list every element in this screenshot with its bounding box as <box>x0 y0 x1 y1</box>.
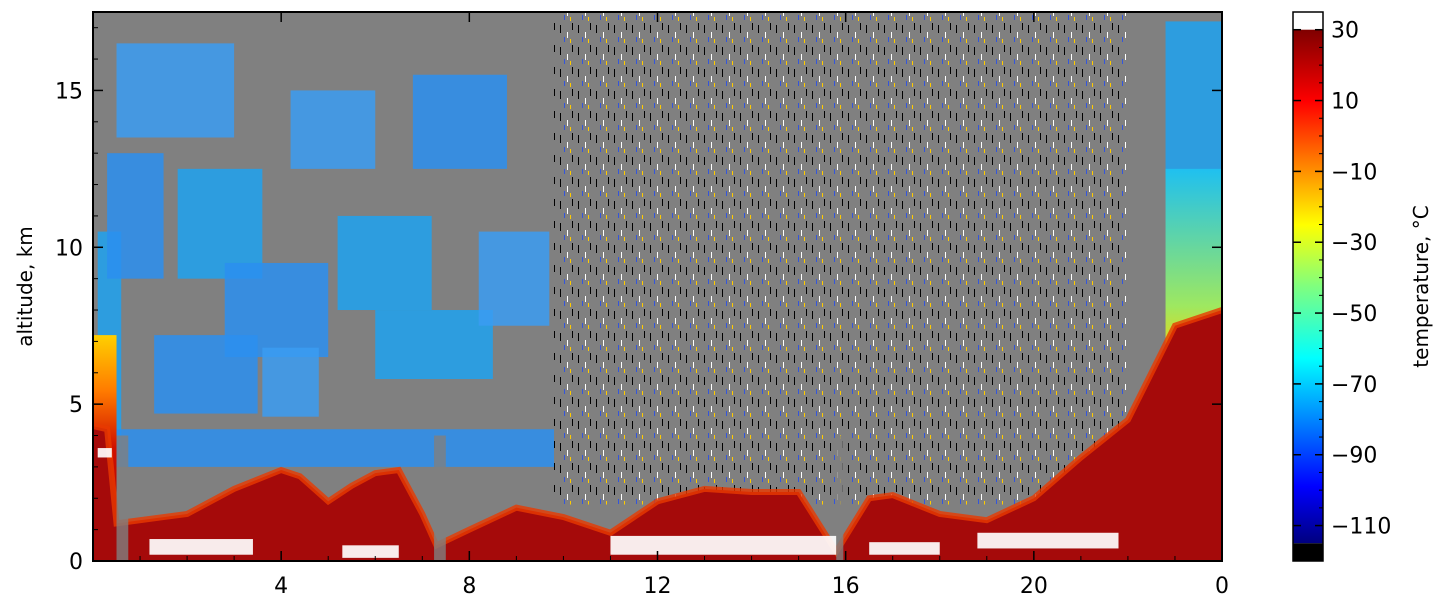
colorbar: 30 10 −10 −30 −50 −70 −90 −110 <box>1292 11 1391 562</box>
y-tick-label: 5 <box>69 393 83 418</box>
cold-patch <box>93 429 555 467</box>
y-axis-label: altitude, km <box>13 226 37 347</box>
saturated-patch <box>977 532 1119 549</box>
colorbar-tick-label: −90 <box>1331 444 1377 469</box>
cold-patch <box>478 231 550 326</box>
colorbar-tick-label: 10 <box>1331 90 1359 115</box>
speckle-region <box>554 12 1128 505</box>
x-tick-label: 12 <box>644 574 672 596</box>
cold-patch <box>107 153 164 279</box>
y-tick-label: 10 <box>55 236 83 261</box>
y-tick-label: 0 <box>69 550 83 575</box>
data-gap <box>116 435 129 561</box>
x-tick-label: 16 <box>832 574 860 596</box>
cold-patch <box>154 335 258 414</box>
cold-patch <box>412 74 507 169</box>
cold-patch <box>177 168 263 279</box>
x-axis: 4 8 12 16 20 0 <box>139 12 1229 596</box>
colorbar-tick-label: −10 <box>1331 160 1377 185</box>
colorbar-tick-label: −110 <box>1331 515 1391 540</box>
data-gap <box>434 435 446 561</box>
saturated-patch <box>342 545 399 558</box>
x-tick-label: 20 <box>1020 574 1048 596</box>
y-tick-label: 15 <box>55 79 83 104</box>
colorbar-tick-label: −50 <box>1331 302 1377 327</box>
colorbar-tick-label: −70 <box>1331 373 1377 398</box>
x-tick-label: 0 <box>1215 574 1229 596</box>
cold-patch <box>262 347 319 417</box>
colorbar-under <box>1293 543 1323 561</box>
x-tick-label: 8 <box>462 574 476 596</box>
saturated-patch <box>610 535 837 555</box>
data-gap <box>836 435 844 561</box>
cold-patch <box>1165 21 1222 179</box>
saturated-patch <box>869 542 940 555</box>
cold-patch <box>375 310 493 380</box>
colorbar-label: temperature, °C <box>1409 205 1433 367</box>
heatmap-field <box>93 12 1222 561</box>
surface-warm-layer <box>93 310 1222 561</box>
cold-patch <box>290 90 376 169</box>
saturated-patch <box>97 448 112 458</box>
colorbar-tick-label: 30 <box>1331 19 1359 44</box>
colorbar-gradient <box>1293 29 1323 544</box>
cold-patch <box>116 43 235 138</box>
colorbar-over <box>1293 12 1323 30</box>
saturated-patch <box>149 539 253 555</box>
x-tick-label: 4 <box>274 574 288 596</box>
cold-patch <box>337 215 432 311</box>
colorbar-tick-label: −30 <box>1331 231 1377 256</box>
colorbar-frame <box>1292 11 1324 562</box>
y-axis: 0 5 10 15 <box>55 27 1222 575</box>
surface-layer-fringe <box>93 307 1222 558</box>
